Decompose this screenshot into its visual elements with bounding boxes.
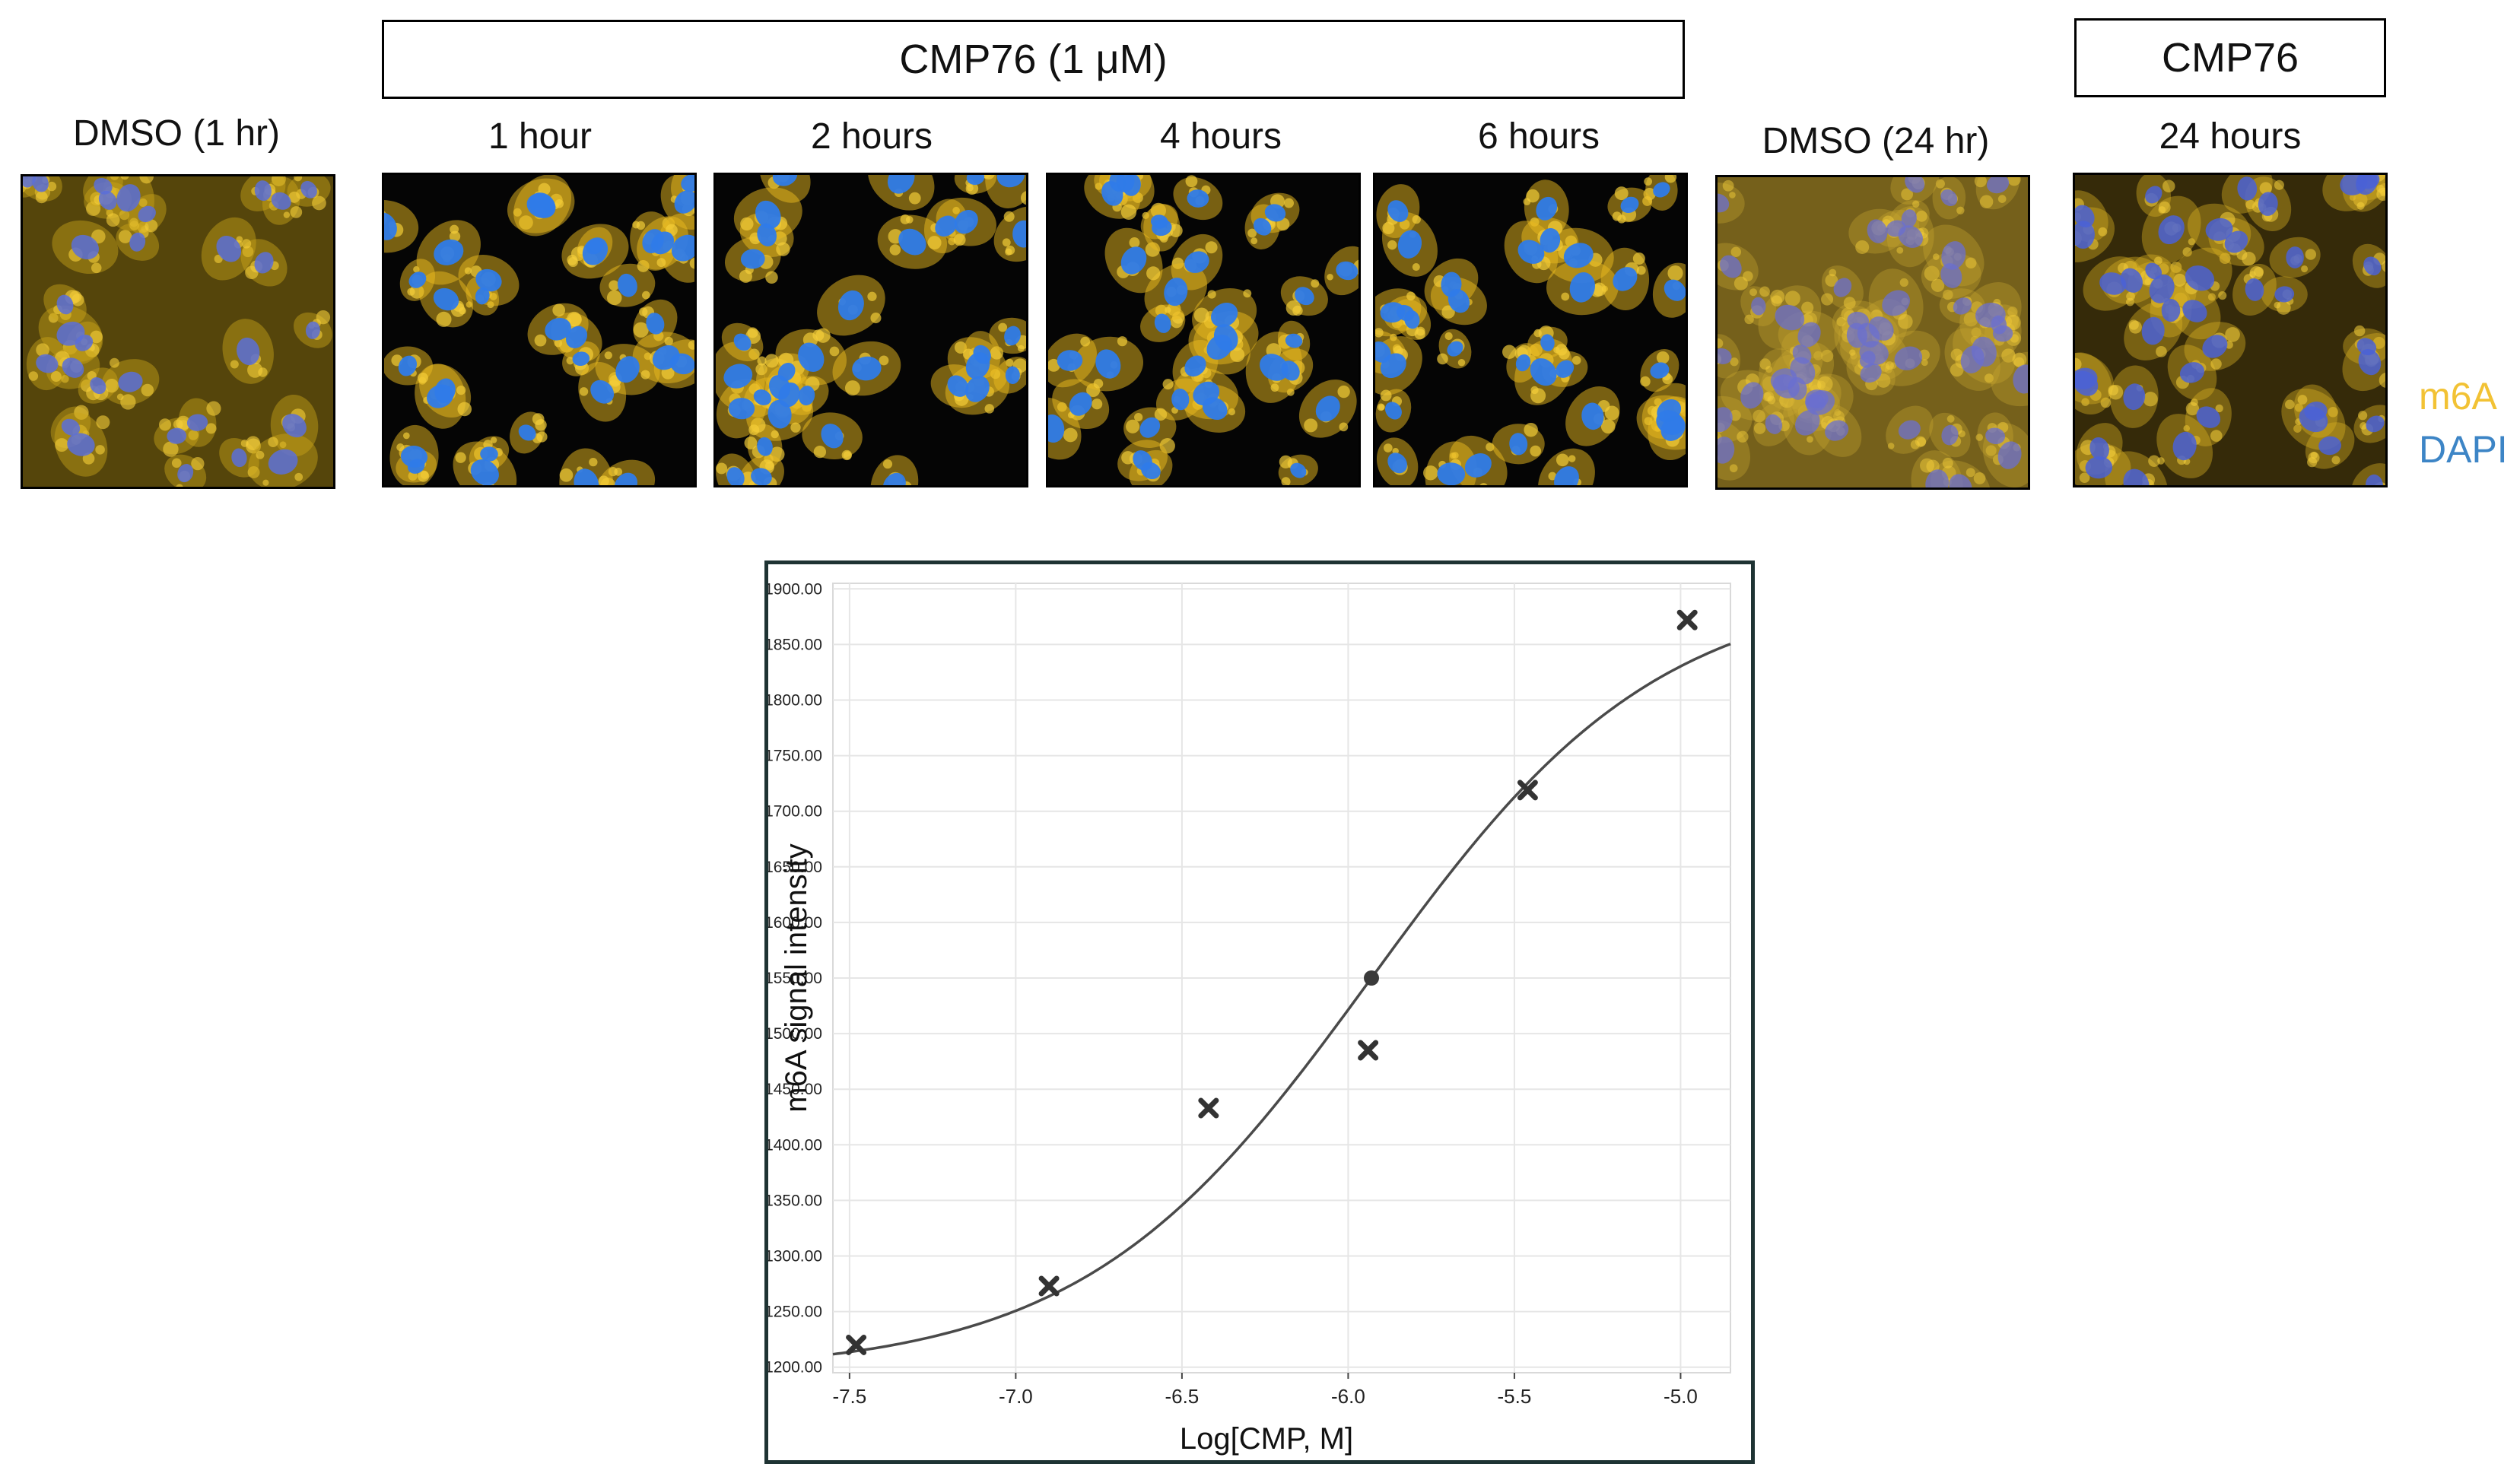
micrograph-2-hours (713, 173, 1028, 487)
data-point (1198, 1097, 1219, 1119)
y-tick-label: 1550.00 (768, 970, 822, 987)
panel-label-dmso-1hr: DMSO (1 hr) (72, 113, 280, 154)
micrograph-dmso-1hr (21, 174, 335, 489)
header-cmp76-text: CMP76 (2161, 35, 2299, 81)
legend-m6a: m6A (2419, 375, 2497, 418)
legend-dapi: DAPI (2419, 428, 2508, 471)
dose-response-chart: 1200.00 1250.00 1300.00 1350.00 1400.00 1450.… (764, 560, 1755, 1464)
y-tick-label: 1600.00 (768, 914, 822, 932)
panel-label-4-hours: 4 hours (1159, 116, 1282, 157)
y-tick-label: 1300.00 (768, 1247, 822, 1265)
micrograph-4-hours (1046, 173, 1361, 487)
x-tick-label: -7.5 (832, 1385, 866, 1408)
y-tick-label: 1850.00 (768, 636, 822, 653)
micrograph-dmso-24hr (1715, 175, 2030, 490)
x-tick-label: -5.5 (1498, 1385, 1532, 1408)
micrograph-6-hours (1373, 173, 1688, 487)
y-tick-label: 1800.00 (768, 692, 822, 710)
x-tick-label: -6.0 (1331, 1385, 1365, 1408)
y-tick-label: 1450.00 (768, 1081, 822, 1098)
data-point (1038, 1275, 1060, 1297)
y-tick-label: 1700.00 (768, 803, 822, 821)
data-point (1517, 780, 1538, 801)
data-point (1676, 609, 1698, 630)
y-tick-label: 1400.00 (768, 1136, 822, 1154)
panel-label-6-hours: 6 hours (1477, 116, 1600, 157)
y-tick-label: 1900.00 (768, 580, 822, 598)
y-axis-label: m6A signal intensity (780, 843, 813, 1113)
data-point (1358, 1040, 1379, 1061)
y-tick-label: 1250.00 (768, 1304, 822, 1321)
y-tick-label: 1350.00 (768, 1192, 822, 1209)
header-cmp76-1um: CMP76 (1 μM) (382, 20, 1685, 99)
x-tick-label: -7.0 (999, 1385, 1033, 1408)
micrograph-1-hour (382, 173, 697, 487)
micrograph-24-hours (2073, 173, 2388, 487)
data-point (846, 1334, 867, 1355)
header-cmp76: CMP76 (2074, 18, 2386, 97)
x-tick-label: -5.0 (1664, 1385, 1698, 1408)
inflection-point-marker (1364, 970, 1379, 986)
y-tick-label: 1650.00 (768, 859, 822, 876)
header-cmp76-1um-text: CMP76 (1 μM) (899, 37, 1168, 82)
x-tick-label: -6.5 (1165, 1385, 1199, 1408)
y-tick-label: 1200.00 (768, 1359, 822, 1377)
fit-curve (832, 643, 1731, 1356)
panel-label-24-hours: 24 hours (2159, 116, 2302, 157)
panel-label-2-hours: 2 hours (810, 116, 933, 157)
x-axis-label: Log[CMP, M] (1180, 1422, 1353, 1456)
panel-label-1-hour: 1 hour (488, 116, 593, 157)
panel-label-dmso-24hr: DMSO (24 hr) (1762, 121, 1990, 161)
chart-plot: 1200.00 1250.00 1300.00 1350.00 1400.00 1450.… (764, 564, 1751, 1464)
y-tick-label: 1500.00 (768, 1025, 822, 1043)
y-tick-label: 1750.00 (768, 748, 822, 765)
